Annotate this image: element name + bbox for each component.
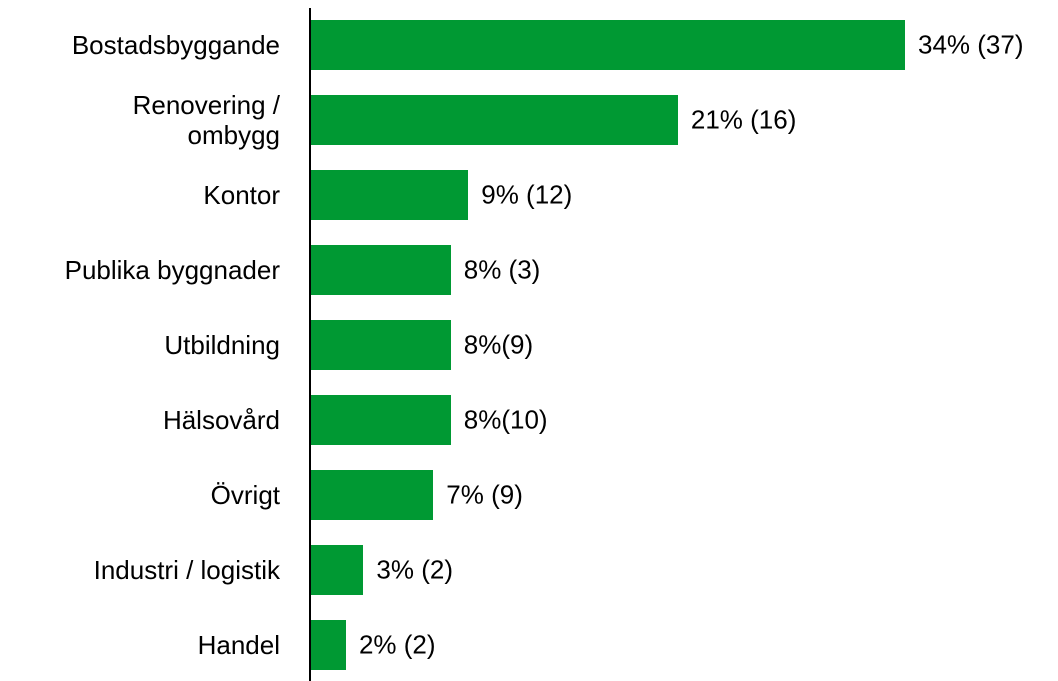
category-label: Handel xyxy=(197,630,280,660)
bar xyxy=(311,395,451,445)
category-label: Övrigt xyxy=(210,480,280,510)
y-axis-line xyxy=(309,8,311,681)
bar xyxy=(311,320,451,370)
category-label: Industri / logistik xyxy=(93,555,280,585)
bar xyxy=(311,620,346,670)
value-label: 3% (2) xyxy=(376,554,453,585)
category-label: Utbildning xyxy=(164,330,280,360)
value-label: 2% (2) xyxy=(358,629,436,660)
value-label: 21% (16) xyxy=(690,104,797,135)
value-label: 8%(10) xyxy=(463,404,548,435)
value-label: 7% (9) xyxy=(446,479,523,510)
category-label: Publika byggnader xyxy=(64,255,280,285)
value-label: 8% (3) xyxy=(463,254,541,285)
bar xyxy=(311,20,905,70)
category-label: Renovering / ombygg xyxy=(132,90,280,150)
bar xyxy=(311,170,469,220)
category-label: Bostadsbyggande xyxy=(71,30,280,60)
bar xyxy=(311,470,434,520)
category-label: Hälsovård xyxy=(162,405,280,435)
bar xyxy=(311,245,451,295)
bar xyxy=(311,95,678,145)
bar xyxy=(311,545,364,595)
value-label: 9% (12) xyxy=(481,179,573,210)
value-label: 8%(9) xyxy=(463,329,534,360)
category-label: Kontor xyxy=(203,180,280,210)
value-label: 34% (37) xyxy=(918,29,1024,60)
